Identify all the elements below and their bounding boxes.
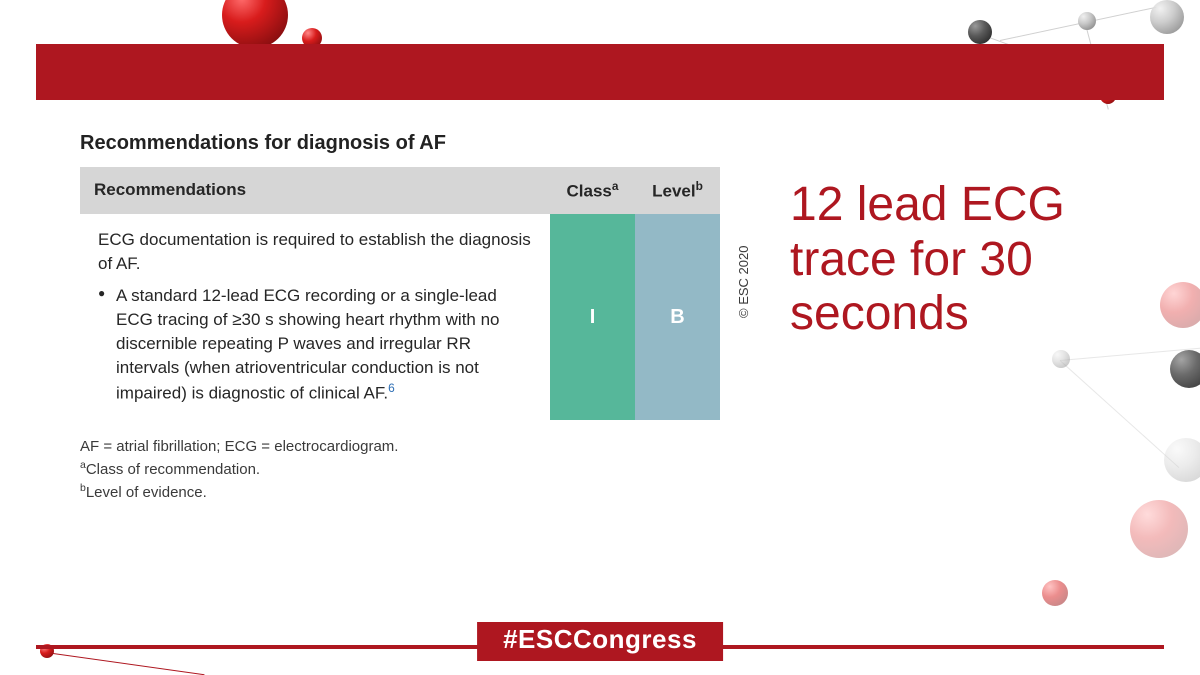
decor-sphere [1130,500,1188,558]
copyright-text: © ESC 2020 [736,246,751,318]
decor-sphere [1052,350,1070,368]
decor-sphere [222,0,288,48]
recommendation-bullet: A standard 12-lead ECG recording or a si… [98,284,532,406]
footnote-text: Class of recommendation. [86,461,260,478]
header-text: Recommendations [94,180,246,199]
header-text: Class [567,182,612,201]
table-caption: Recommendations for diagnosis of AF [80,132,780,155]
decor-sphere [1150,0,1184,34]
footnote-abbrev: AF = atrial fibrillation; ECG = electroc… [80,436,780,458]
class-cell: I [550,214,635,421]
footnotes: AF = atrial fibrillation; ECG = electroc… [80,436,780,503]
slide-stage: Recommendations for diagnosis of AF Reco… [0,0,1200,675]
reference-superscript: 6 [388,381,395,395]
decor-sphere [968,20,992,44]
title-band [36,44,1164,100]
footnote-a: aClass of recommendation. [80,458,780,481]
callout-text: 12 lead ECG trace for 30 seconds [790,178,1170,342]
recommendation-intro: ECG documentation is required to establi… [98,228,532,276]
footnote-text: Level of evidence. [86,484,207,501]
col-header-class: Classa [550,167,635,214]
header-sup: a [612,179,619,193]
header-sup: b [696,179,703,193]
decor-sphere [1042,580,1068,606]
bullet-text: A standard 12-lead ECG recording or a si… [116,286,500,403]
header-text: Level [652,182,695,201]
level-cell: B [635,214,720,421]
decor-sphere [1078,12,1096,30]
col-header-level: Levelb [635,167,720,214]
table-row: ECG documentation is required to establi… [80,214,720,421]
decor-line [1060,360,1180,468]
footnote-b: bLevel of evidence. [80,481,780,504]
col-header-recommendations: Recommendations [80,167,550,214]
footer-hashtag: #ESCCongress [477,622,723,661]
recommendation-cell: ECG documentation is required to establi… [80,214,550,421]
content-area: Recommendations for diagnosis of AF Reco… [80,132,780,503]
decor-sphere [1164,438,1200,482]
recommendations-table: Recommendations Classa Levelb ECG docume… [80,167,720,420]
decor-sphere [1170,350,1200,388]
decor-line [46,652,205,675]
